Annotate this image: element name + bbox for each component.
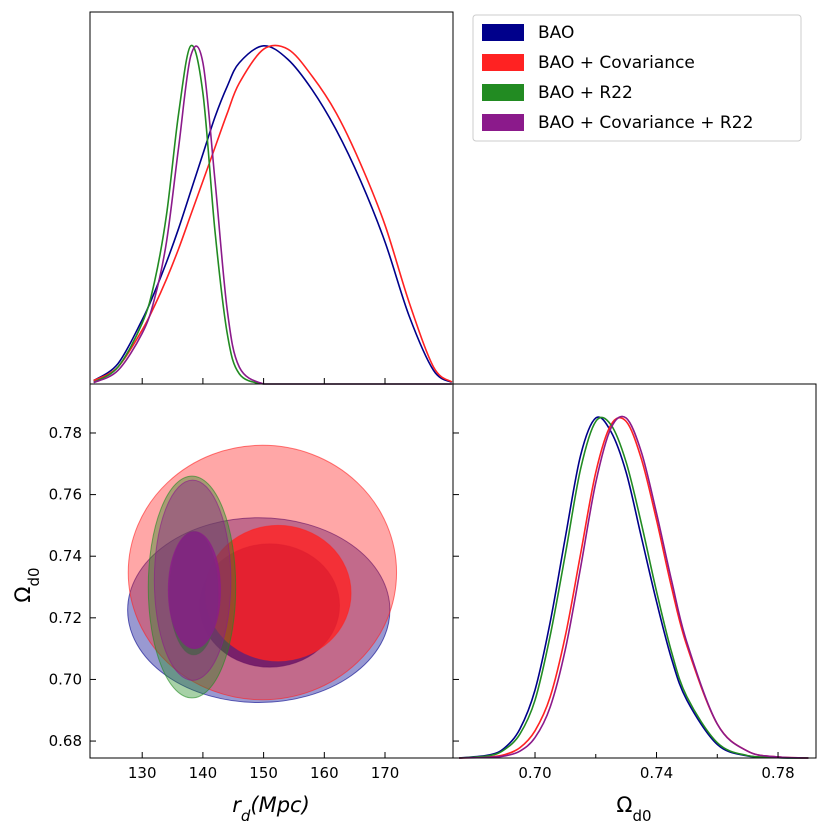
- panel-frame: [452, 383, 817, 759]
- density-curve: [93, 45, 453, 384]
- x-tick-label: 140: [189, 764, 218, 782]
- y-tick-label: 0.72: [49, 609, 82, 627]
- y-tick-label: 0.68: [49, 732, 82, 750]
- contour-inner: [167, 531, 222, 650]
- legend-label: BAO + Covariance + R22: [538, 113, 753, 133]
- x-axis-label: rd(Mpc): [232, 793, 310, 825]
- label-part: r: [232, 793, 242, 817]
- legend-swatch: [482, 24, 524, 41]
- y-axis-label: Ωd0: [11, 567, 43, 602]
- legend-label: BAO + R22: [538, 83, 633, 103]
- y-tick-label: 0.76: [49, 486, 82, 504]
- legend-label: BAO + Covariance: [538, 53, 695, 73]
- legend-swatch: [482, 114, 524, 131]
- label-subscript: d0: [25, 567, 43, 586]
- label-subscript: d0: [632, 807, 651, 825]
- legend-label: BAO: [538, 23, 574, 43]
- legend-swatch: [482, 54, 524, 71]
- x-tick-label: 130: [128, 764, 157, 782]
- legend: BAO BAO + Covariance BAO + R22 BAO + Covari…: [472, 14, 802, 142]
- density-curve: [459, 415, 809, 759]
- x-tick-label: 0.74: [640, 764, 673, 782]
- x-tick-label: 0.70: [518, 764, 551, 782]
- x-tick-label: 160: [310, 764, 339, 782]
- x-tick-label: 170: [371, 764, 400, 782]
- label-part: (Mpc): [250, 793, 309, 817]
- label-part: Ω: [11, 587, 35, 603]
- density-curve: [93, 44, 453, 383]
- y-tick-label: 0.78: [49, 424, 82, 442]
- y-tick-label: 0.70: [49, 670, 82, 688]
- plot-layer: [93, 44, 809, 759]
- label-subscript: d: [241, 807, 251, 825]
- legend-swatch: [482, 84, 524, 101]
- x-tick-label: 0.78: [761, 764, 794, 782]
- label-part: Ω: [616, 793, 632, 817]
- density-curve: [459, 416, 809, 759]
- legend-frame: [472, 14, 802, 142]
- x-axis-label: Ωd0: [616, 793, 651, 825]
- y-tick-label: 0.74: [49, 547, 82, 565]
- x-tick-label: 150: [249, 764, 278, 782]
